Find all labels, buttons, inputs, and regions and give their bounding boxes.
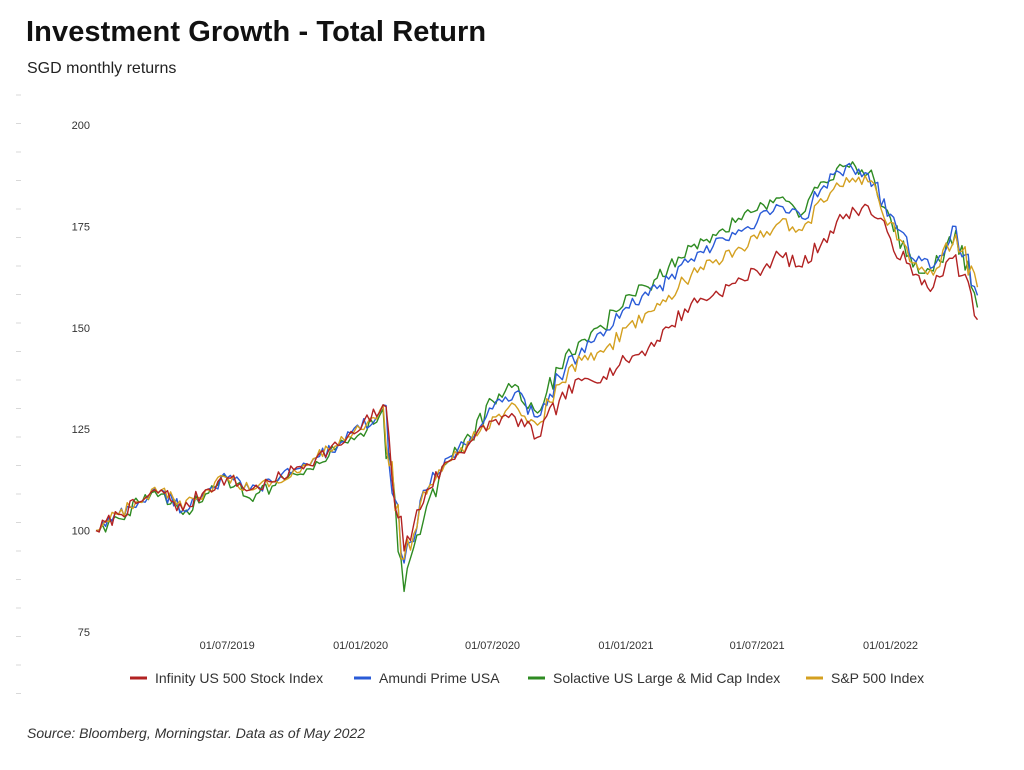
y-tick-label: 75 bbox=[78, 627, 90, 639]
y-tick-label: 150 bbox=[72, 323, 90, 335]
legend-label: Infinity US 500 Stock Index bbox=[155, 670, 323, 686]
legend-label: Amundi Prime USA bbox=[379, 670, 500, 686]
y-tick-label: 125 bbox=[72, 424, 90, 436]
chart-title: Investment Growth - Total Return bbox=[26, 16, 487, 48]
x-axis: 01/07/2019 01/01/2020 01/07/2020 01/01/2021… bbox=[200, 640, 918, 652]
y-axis: 75 100 125 150 175 200 bbox=[72, 120, 90, 639]
series-line bbox=[95, 161, 979, 593]
legend-label: Solactive US Large & Mid Cap Index bbox=[553, 670, 780, 686]
x-tick-label: 01/01/2022 bbox=[863, 640, 918, 652]
legend-item: Solactive US Large & Mid Cap Index bbox=[528, 670, 780, 686]
series-line bbox=[95, 162, 979, 564]
x-tick-label: 01/01/2020 bbox=[333, 640, 388, 652]
y-tick-label: 175 bbox=[72, 221, 90, 233]
x-tick-label: 01/01/2021 bbox=[598, 640, 653, 652]
left-edge-ticks bbox=[16, 94, 21, 694]
plot-series bbox=[95, 161, 979, 593]
y-tick-label: 200 bbox=[72, 120, 90, 132]
legend-item: Amundi Prime USA bbox=[354, 670, 500, 686]
legend: Infinity US 500 Stock Index Amundi Prime … bbox=[130, 670, 924, 686]
legend-item: S&P 500 Index bbox=[806, 670, 924, 686]
x-tick-label: 01/07/2019 bbox=[200, 640, 255, 652]
series-line bbox=[95, 203, 979, 552]
chart-subtitle: SGD monthly returns bbox=[27, 60, 177, 77]
y-tick-label: 100 bbox=[72, 526, 90, 538]
legend-label: S&P 500 Index bbox=[831, 670, 924, 686]
series-line bbox=[95, 175, 979, 560]
source-note: Source: Bloomberg, Morningstar. Data as … bbox=[27, 725, 365, 741]
x-tick-label: 01/07/2021 bbox=[730, 640, 785, 652]
x-tick-label: 01/07/2020 bbox=[465, 640, 520, 652]
legend-item: Infinity US 500 Stock Index bbox=[130, 670, 323, 686]
